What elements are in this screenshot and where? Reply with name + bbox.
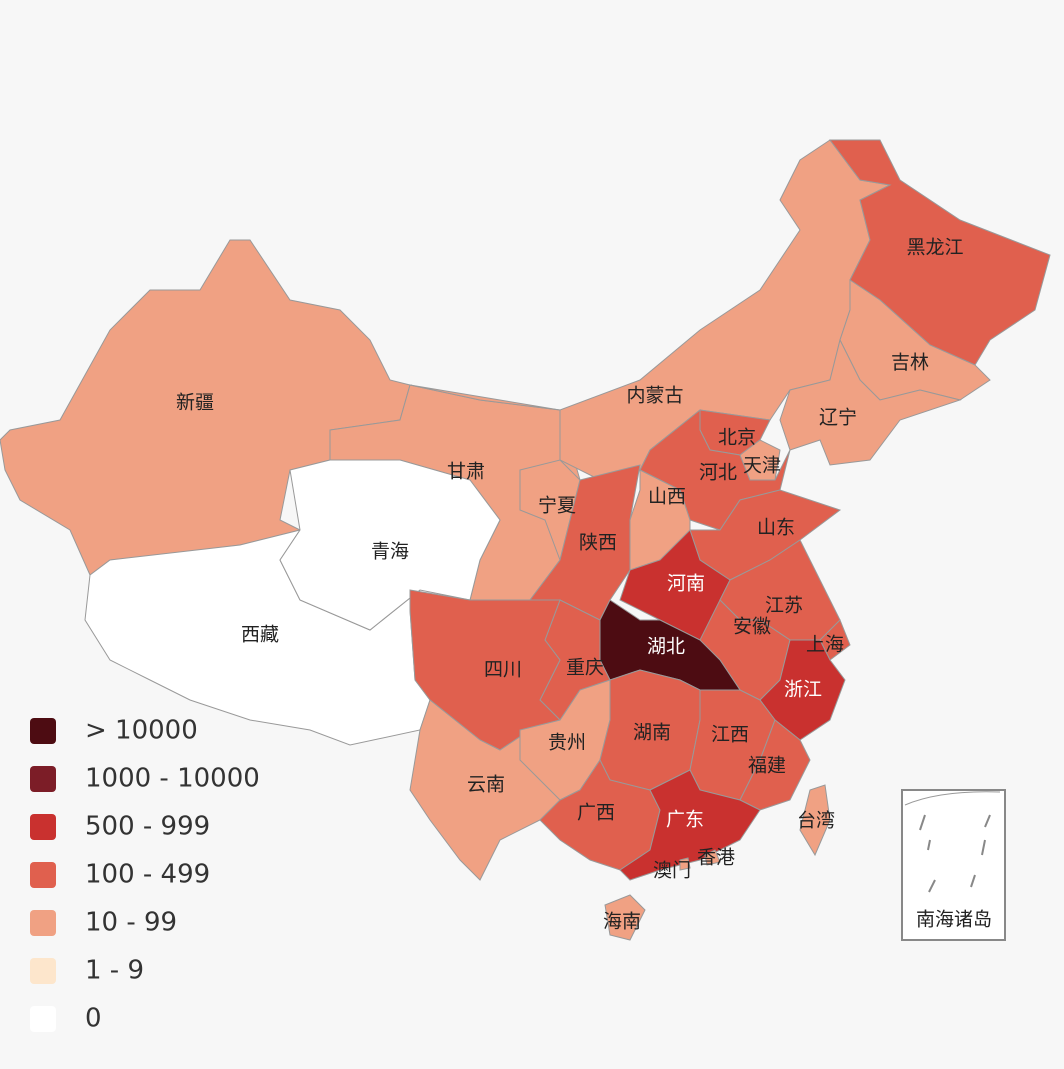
- province-label: 新疆: [176, 392, 214, 414]
- legend: > 10000 1000 - 10000 500 - 999 100 - 499 10 …: [30, 716, 260, 1034]
- legend-swatch: [30, 766, 56, 792]
- province: [799, 784, 831, 857]
- regions: [0, 139, 1051, 941]
- province-label: 北京: [718, 427, 756, 449]
- province-label: 广西: [577, 802, 615, 824]
- province: [619, 769, 761, 881]
- province-label: 上海: [806, 634, 844, 656]
- inset-box: [901, 789, 1006, 941]
- province-label: 宁夏: [538, 495, 576, 517]
- legend-label: 100 - 499: [85, 860, 210, 890]
- province-label: 青海: [371, 541, 409, 563]
- province-label: 西藏: [241, 624, 279, 646]
- province-label: 内蒙古: [626, 385, 683, 407]
- province-label: 辽宁: [819, 407, 857, 429]
- province-label: 黑龙江: [906, 237, 963, 259]
- province-label: 福建: [748, 755, 786, 777]
- province-label: 河南: [667, 573, 705, 595]
- legend-swatch: [30, 814, 56, 840]
- province-label: 安徽: [733, 616, 771, 638]
- province-label: 海南: [603, 911, 641, 933]
- province-label: 甘肃: [447, 461, 485, 483]
- province: [779, 338, 962, 466]
- province: [739, 439, 781, 481]
- province-label: 河北: [699, 462, 737, 484]
- inset-label: 南海诸岛: [916, 909, 992, 931]
- province-label: 重庆: [566, 657, 604, 679]
- legend-swatch: [30, 718, 56, 744]
- province-label: 四川: [484, 659, 522, 681]
- province-label: 湖北: [647, 636, 685, 658]
- legend-swatch: [30, 862, 56, 888]
- legend-label: 0: [85, 1004, 102, 1034]
- province-label: 云南: [467, 774, 505, 796]
- province-label: 吉林: [891, 352, 929, 374]
- legend-label: 10 - 99: [85, 908, 177, 938]
- province-label: 湖南: [633, 722, 671, 744]
- province-label: 山西: [648, 486, 686, 508]
- province-label: 浙江: [784, 679, 822, 701]
- province-label: 江西: [711, 724, 749, 746]
- legend-label: 1 - 9: [85, 956, 144, 986]
- province: [279, 459, 501, 631]
- province-label: 天津: [743, 455, 781, 477]
- legend-label: 1000 - 10000: [85, 764, 260, 794]
- province-label: 江苏: [765, 595, 803, 617]
- legend-label: 500 - 999: [85, 812, 210, 842]
- legend-label: > 10000: [85, 716, 198, 746]
- inset-coast: [904, 791, 1001, 806]
- inset-dashes: [919, 814, 991, 893]
- province: [679, 857, 691, 871]
- province-label: 贵州: [548, 732, 586, 754]
- legend-swatch: [30, 910, 56, 936]
- province: [704, 849, 721, 866]
- province-label: 香港: [697, 847, 735, 869]
- legend-swatch: [30, 1006, 56, 1032]
- province-label: 台湾: [797, 810, 835, 832]
- legend-swatch: [30, 958, 56, 984]
- province-label: 澳门: [653, 860, 691, 882]
- province-label: 山东: [757, 517, 795, 539]
- province-label: 陕西: [579, 532, 617, 554]
- province: [604, 894, 646, 941]
- inset: 南海诸岛: [901, 789, 1006, 941]
- province-label: 广东: [666, 809, 704, 831]
